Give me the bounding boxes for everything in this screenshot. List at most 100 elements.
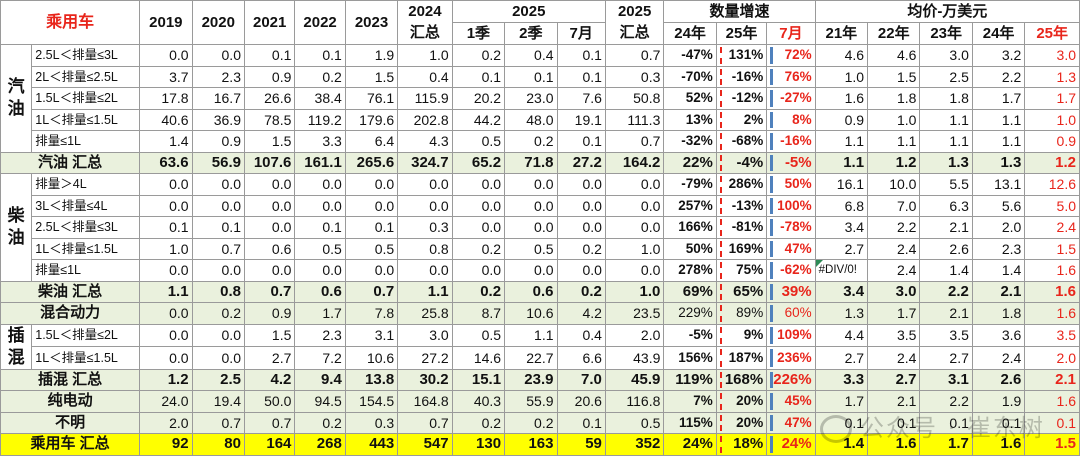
col-q1: 1季 xyxy=(451,22,506,45)
price-cell: 13.1 xyxy=(971,173,1026,196)
col-2024: 2024 xyxy=(397,0,453,23)
row-label: 排量≤1L xyxy=(31,259,141,282)
growth-jul-cell: 226% xyxy=(766,368,816,391)
price-cell: 5.5 xyxy=(919,173,973,196)
value-cell: 56.9 xyxy=(191,151,245,174)
growth-bar-marker xyxy=(770,154,774,171)
growth-25-cell: 89% xyxy=(715,302,768,325)
value-cell: 7.0 xyxy=(556,368,606,391)
value-cell: 0.0 xyxy=(243,194,296,217)
value-cell: 0.4 xyxy=(397,65,453,88)
price-cell: 2.7 xyxy=(867,368,921,391)
growth-jul-cell: -78% xyxy=(766,216,816,239)
growth-jul-cell: 100% xyxy=(766,194,816,217)
price-cell: 1.7 xyxy=(867,302,921,325)
value-cell: 80 xyxy=(191,433,245,456)
value-cell: 265.6 xyxy=(344,151,399,174)
subtotal-row: 混合动力 0.0 0.2 0.9 1.7 7.8 25.8 8.7 10.6 4.2 23.5 229… xyxy=(0,302,1080,325)
subtotal-label: 汽油 汇总 xyxy=(0,151,141,174)
price-cell: 2.4 xyxy=(1024,216,1080,239)
price-cell: 1.9 xyxy=(971,390,1026,413)
row-label: 2.5L＜排量≤3L xyxy=(31,44,141,67)
value-cell: 107.6 xyxy=(243,151,296,174)
growth-jul-cell: 76% xyxy=(766,65,816,88)
col-jul: 7月 xyxy=(556,22,606,45)
value-cell: 0.7 xyxy=(604,130,665,153)
value-cell: 17.8 xyxy=(139,87,193,110)
growth-25-cell: 20% xyxy=(715,411,768,434)
price-cell: 2.6 xyxy=(971,368,1026,391)
value-cell: 0.1 xyxy=(243,44,296,67)
growth-bar-marker xyxy=(719,436,722,453)
growth-bar-marker xyxy=(719,90,722,107)
price-cell: 3.1 xyxy=(919,368,973,391)
value-cell: 163 xyxy=(504,433,558,456)
value-cell: 0.7 xyxy=(243,411,296,434)
growth-bar-marker xyxy=(719,371,722,388)
value-cell: 0.0 xyxy=(451,194,506,217)
value-cell: 0.6 xyxy=(243,237,296,260)
price-cell: 0.1 xyxy=(1024,411,1080,434)
value-cell: 92 xyxy=(139,433,193,456)
growth-25-cell: -4% xyxy=(715,151,768,174)
price-cell: 1.1 xyxy=(919,130,973,153)
price-cell: 1.2 xyxy=(1024,151,1080,174)
value-cell: 7.2 xyxy=(294,346,346,370)
value-cell: 36.9 xyxy=(191,108,245,131)
value-cell: 8.7 xyxy=(451,302,506,325)
value-cell: 0.0 xyxy=(191,346,245,370)
value-cell: 0.0 xyxy=(294,194,346,217)
value-cell: 0.0 xyxy=(556,259,606,282)
value-cell: 27.2 xyxy=(397,346,453,370)
price-cell: 1.6 xyxy=(1024,280,1080,303)
price-cell: 1.1 xyxy=(919,108,973,131)
value-cell: 23.9 xyxy=(504,368,558,391)
growth-bar-marker xyxy=(719,133,722,150)
price-cell: 6.8 xyxy=(814,194,869,217)
price-cell: 2.4 xyxy=(867,346,921,370)
price-cell: 2.2 xyxy=(919,390,973,413)
value-cell: 76.1 xyxy=(344,87,399,110)
value-cell: 10.6 xyxy=(344,346,399,370)
price-cell: 2.4 xyxy=(867,237,921,260)
growth-24-cell: -32% xyxy=(663,130,717,153)
price-cell: 3.5 xyxy=(919,323,973,347)
value-cell: 0.5 xyxy=(451,323,506,347)
value-cell: 2.5 xyxy=(191,368,245,391)
growth-bar-marker xyxy=(770,349,774,367)
col-growth-25: 25年 xyxy=(715,22,768,45)
growth-jul-cell: 8% xyxy=(766,108,816,131)
error-flag xyxy=(816,260,823,267)
value-cell: 71.8 xyxy=(504,151,558,174)
value-cell: 1.5 xyxy=(243,323,296,347)
col-growth-jul: 7月 xyxy=(766,22,816,45)
growth-jul-cell: 236% xyxy=(766,346,816,370)
value-cell: 2.0 xyxy=(604,323,665,347)
growth-24-cell: 229% xyxy=(663,302,717,325)
row-label: 3L＜排量≤4L xyxy=(31,194,141,217)
price-cell: 1.0 xyxy=(814,65,869,88)
value-cell: 78.5 xyxy=(243,108,296,131)
value-cell: 202.8 xyxy=(397,108,453,131)
growth-24-cell: 24% xyxy=(663,433,717,456)
price-cell: 1.7 xyxy=(971,87,1026,110)
growth-jul-cell: 50% xyxy=(766,173,816,196)
col-price-23: 23年 xyxy=(919,22,973,45)
value-cell: 20.6 xyxy=(556,390,606,413)
price-cell: 5.6 xyxy=(971,194,1026,217)
growth-bar-marker xyxy=(719,68,722,85)
value-cell: 0.1 xyxy=(344,216,399,239)
value-cell: 15.1 xyxy=(451,368,506,391)
value-cell: 3.7 xyxy=(139,65,193,88)
price-cell: 3.0 xyxy=(919,44,973,67)
value-cell: 23.0 xyxy=(504,87,558,110)
col-2022: 2022 xyxy=(294,0,346,45)
col-growth-24: 24年 xyxy=(663,22,717,45)
value-cell: 0.7 xyxy=(243,280,296,303)
value-cell: 0.0 xyxy=(243,173,296,196)
value-cell: 0.0 xyxy=(556,194,606,217)
growth-bar-marker xyxy=(719,176,722,193)
price-cell: 3.4 xyxy=(814,280,869,303)
table-row: 排量≤1L 1.4 0.9 1.5 3.3 6.4 4.3 0.5 0.2 0.1 0.7 -32% -… xyxy=(1,130,1080,153)
value-cell: 0.0 xyxy=(191,194,245,217)
